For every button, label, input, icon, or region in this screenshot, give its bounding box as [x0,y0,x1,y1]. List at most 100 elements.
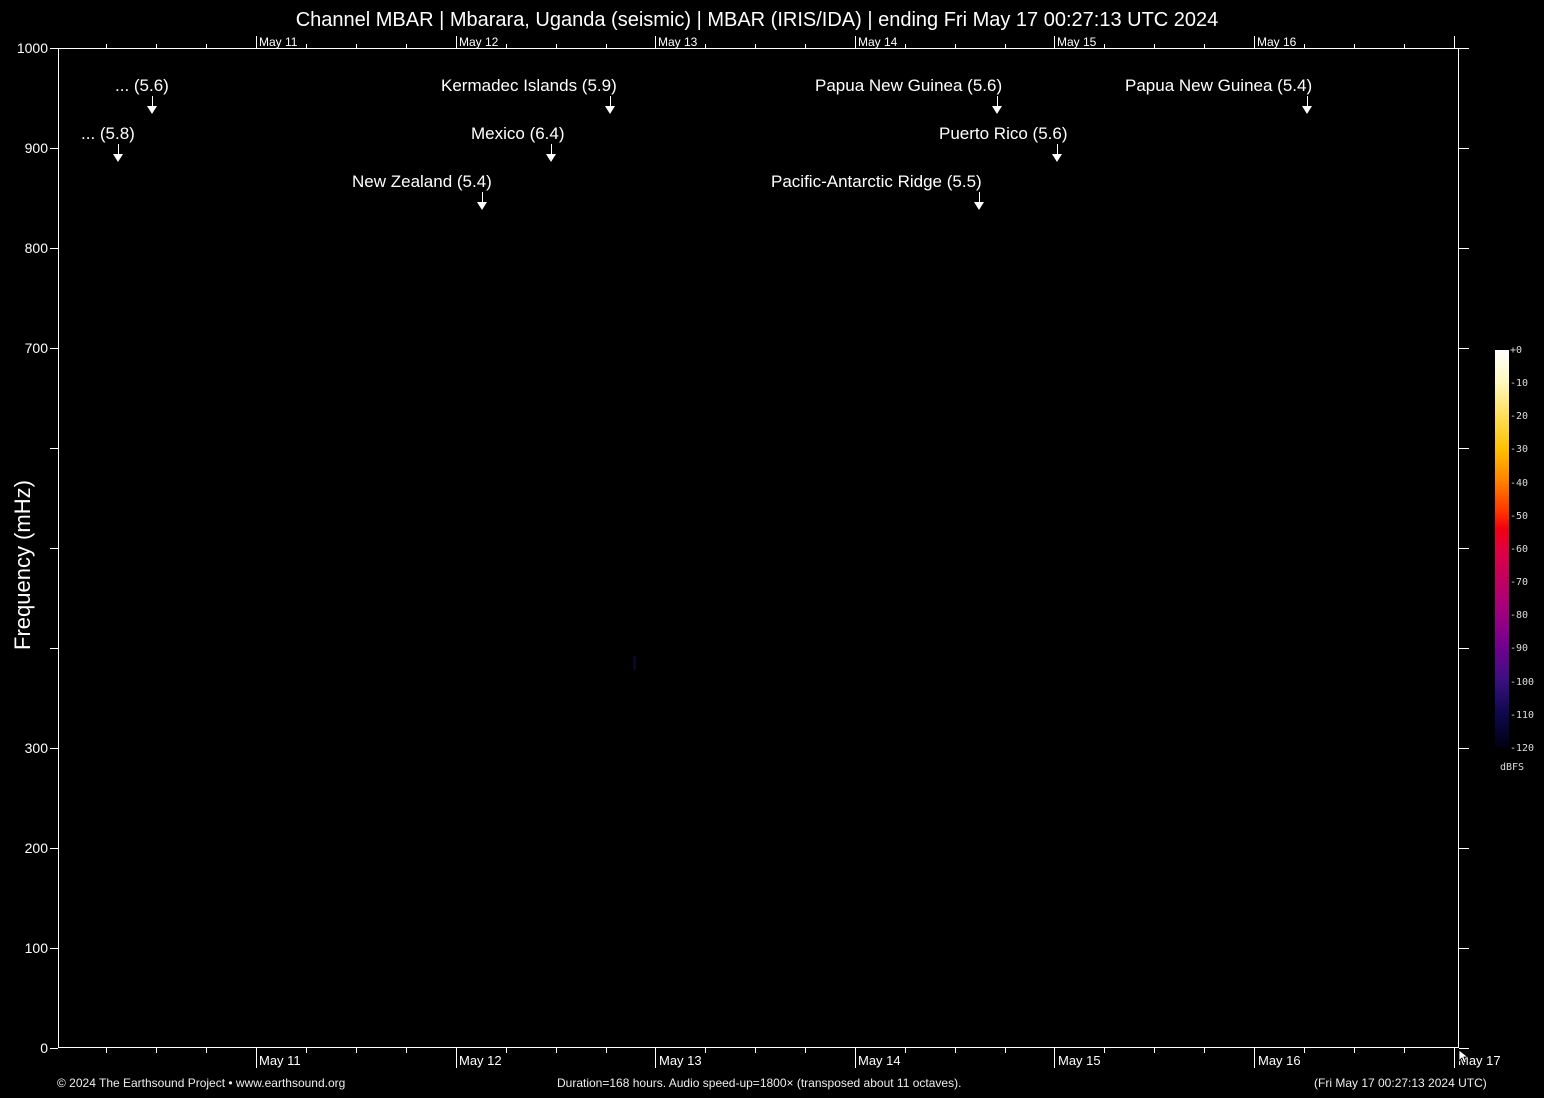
event-arrow-stem [118,144,119,154]
event-label: Papua New Guinea (5.6) [815,76,1003,95]
event-arrow-stem [610,96,611,106]
x-minor-tick [206,44,207,48]
y-tick-right [1459,948,1469,949]
y-tick-label: 1000 [16,40,48,56]
event-arrow-stem [997,96,998,106]
x-minor-tick [556,1048,557,1053]
colorbar-tick-label: -100 [1510,677,1535,688]
y-tick-label: 0 [40,1040,48,1056]
x-minor-tick [106,44,107,48]
x-tick-label-bottom: May 13 [659,1053,702,1068]
footer-timestamp: (Fri May 17 00:27:13 2024 UTC) [1314,1076,1487,1090]
x-minor-tick [805,44,806,48]
x-minor-tick [905,44,906,48]
x-minor-tick [356,44,357,48]
colorbar-tick-label: -20 [1510,411,1529,422]
y-tick-label: 300 [24,740,48,756]
y-axis-title: Frequency (mHz) [10,480,35,650]
event-label: Kermadec Islands (5.9) [441,76,617,95]
x-tick-label-top: May 12 [459,35,499,49]
x-major-tick [1254,1048,1255,1068]
colorbar-tick-label: -90 [1510,643,1529,654]
x-minor-tick [506,44,507,48]
footer-copyright: © 2024 The Earthsound Project • www.eart… [57,1076,346,1090]
arrow-down-icon [1052,154,1062,162]
x-minor-tick [206,1048,207,1053]
y-tick-right [1459,448,1469,449]
event-label: New Zealand (5.4) [352,172,492,191]
y-tick-right [1459,148,1469,149]
mouse-cursor-icon [1459,1050,1469,1064]
colorbar-tick-label: +0 [1510,345,1523,356]
colorbar-tick-label: -50 [1510,511,1529,522]
event-arrow-stem [1307,96,1308,106]
x-minor-tick [1005,44,1006,48]
y-tick [50,1048,58,1049]
y-tick [50,148,58,149]
event-label: Puerto Rico (5.6) [939,124,1068,143]
x-tick-label-bottom: May 15 [1058,1053,1101,1068]
x-minor-tick [306,1048,307,1053]
x-minor-tick [1204,1048,1205,1053]
y-tick [50,648,58,649]
arrow-down-icon [147,106,157,114]
x-tick-label-top: May 15 [1057,35,1097,49]
x-minor-tick [1404,1048,1405,1053]
y-tick-right [1459,748,1469,749]
x-minor-tick [1154,44,1155,48]
footer-duration: Duration=168 hours. Audio speed-up=1800×… [557,1076,962,1090]
y-tick-label: 700 [24,340,48,356]
x-major-tick [655,36,656,48]
x-minor-tick [606,1048,607,1053]
x-tick-label-bottom: May 14 [858,1053,901,1068]
arrow-down-icon [992,106,1002,114]
colorbar-tick-label: -10 [1510,378,1529,389]
y-tick-label: 900 [24,140,48,156]
x-tick-label-top: May 11 [259,35,298,49]
event-arrow-stem [1057,144,1058,154]
x-minor-tick [705,44,706,48]
x-minor-tick [905,1048,906,1053]
y-tick [50,348,58,349]
event-label: Pacific-Antarctic Ridge (5.5) [771,172,982,191]
y-tick-right [1459,348,1469,349]
x-tick-label-top: May 14 [858,35,898,49]
x-tick-label-bottom: May 12 [459,1053,502,1068]
y-tick [50,748,58,749]
event-arrow-stem [979,192,980,202]
colorbar-tick-label: -60 [1510,544,1529,555]
event-arrow-stem [482,192,483,202]
x-minor-tick [156,1048,157,1053]
x-major-tick [1054,36,1055,48]
spectrogram-plot [58,48,1459,1048]
event-label: Mexico (6.4) [471,124,565,143]
x-major-tick [256,1048,257,1068]
x-tick-label-bottom: May 11 [259,1053,301,1068]
x-minor-tick [1304,44,1305,48]
x-major-tick [1254,36,1255,48]
y-tick [50,448,58,449]
bottom-axis-extension [1459,1048,1469,1049]
x-major-tick [1054,1048,1055,1068]
colorbar-tick-label: -120 [1510,743,1535,754]
x-minor-tick [1104,44,1105,48]
x-minor-tick [955,1048,956,1053]
x-major-tick [855,36,856,48]
top-axis-extension [1459,48,1469,49]
x-minor-tick [1354,44,1355,48]
chart-title: Channel MBAR | Mbarara, Uganda (seismic)… [295,9,1219,31]
x-minor-tick [1404,44,1405,48]
x-minor-tick [1104,1048,1105,1053]
arrow-down-icon [974,202,984,210]
x-minor-tick [406,1048,407,1053]
faint-signal [633,656,636,670]
event-label: ... (5.8) [81,124,135,143]
colorbar-tick-label: -40 [1510,478,1529,489]
event-arrow-stem [551,144,552,154]
colorbar-unit-label: dBFS [1500,762,1525,773]
y-tick-right [1459,848,1469,849]
x-minor-tick [705,1048,706,1053]
y-tick [50,548,58,549]
x-tick-label-top: May 16 [1257,35,1297,49]
y-tick-label: 100 [24,940,48,956]
